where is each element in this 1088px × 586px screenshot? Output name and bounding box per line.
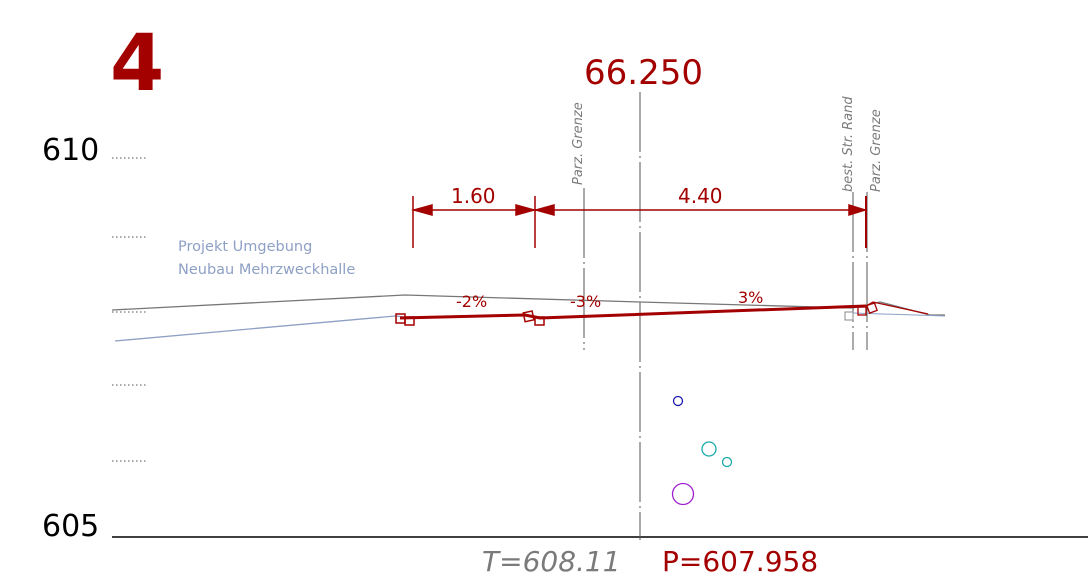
utility-circle-cyan-large <box>701 441 717 457</box>
dimension-label-right: 4.40 <box>678 184 723 208</box>
utility-circle-magenta <box>671 482 695 506</box>
project-label-line1: Projekt Umgebung <box>178 239 312 255</box>
section-number: 4 <box>110 19 164 109</box>
parcel-boundary-left-label: Parz. Grenze <box>571 102 586 185</box>
elevation-label-bottom: 605 <box>42 509 99 544</box>
station-label: 66.250 <box>584 53 703 93</box>
design-profile <box>395 301 929 326</box>
project-label-line2: Neubau Mehrzweckhalle <box>178 262 355 278</box>
dimension-label-left: 1.60 <box>451 184 496 208</box>
utility-circle-cyan-small <box>721 456 733 468</box>
slope-label-3: 3% <box>738 288 763 307</box>
dimension-lines <box>411 196 868 248</box>
project-surface-line <box>114 315 406 342</box>
slope-label-1: -2% <box>456 292 487 311</box>
parcel-boundary-right-label: Parz. Grenze <box>869 109 884 192</box>
utility-circle-blue <box>672 395 684 407</box>
slope-label-2: -3% <box>570 292 601 311</box>
elevation-label-top: 610 <box>42 133 99 168</box>
project-surface-right <box>852 312 946 317</box>
terrain-elevation: T=608.11 <box>482 545 621 578</box>
road-edge-label: best. Str. Rand <box>841 96 856 192</box>
existing-terrain-line <box>111 294 945 316</box>
project-elevation: P=607.958 <box>662 545 818 578</box>
